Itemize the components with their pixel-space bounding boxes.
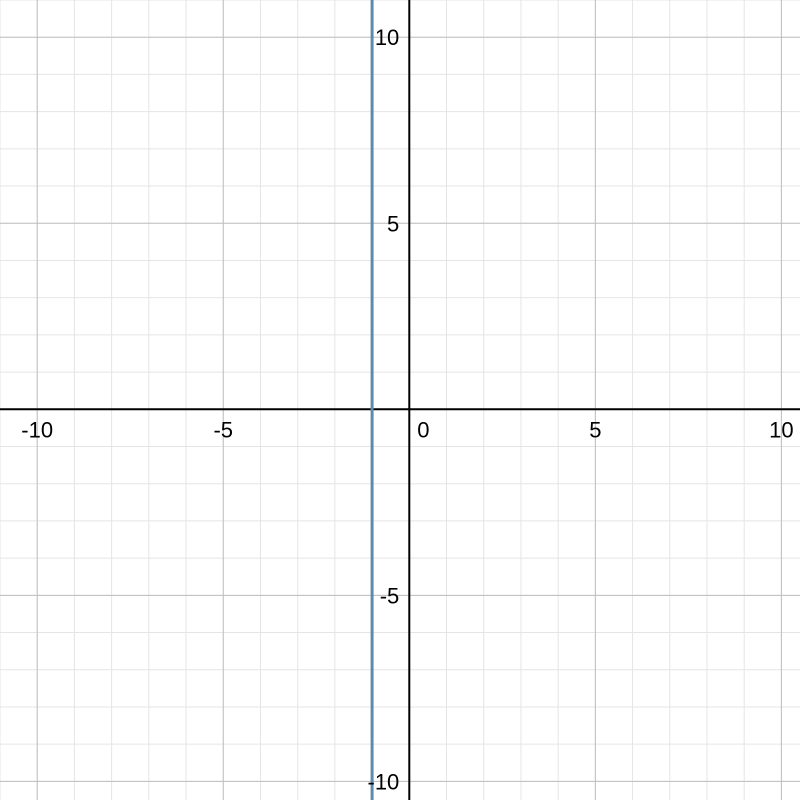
x-tick-label: 10 (769, 417, 793, 442)
y-tick-label: 5 (387, 211, 399, 236)
x-tick-label: 0 (417, 417, 429, 442)
cartesian-plane-chart: -10 -5 0 5 10 -10 -5 5 10 (0, 0, 800, 800)
chart-background (0, 0, 800, 800)
y-tick-label: 10 (375, 25, 399, 50)
y-tick-label: -10 (368, 769, 400, 794)
chart-svg: -10 -5 0 5 10 -10 -5 5 10 (0, 0, 800, 800)
x-tick-label: -10 (21, 417, 53, 442)
x-tick-label: -5 (213, 417, 233, 442)
y-tick-label: -5 (380, 583, 400, 608)
x-tick-label: 5 (589, 417, 601, 442)
